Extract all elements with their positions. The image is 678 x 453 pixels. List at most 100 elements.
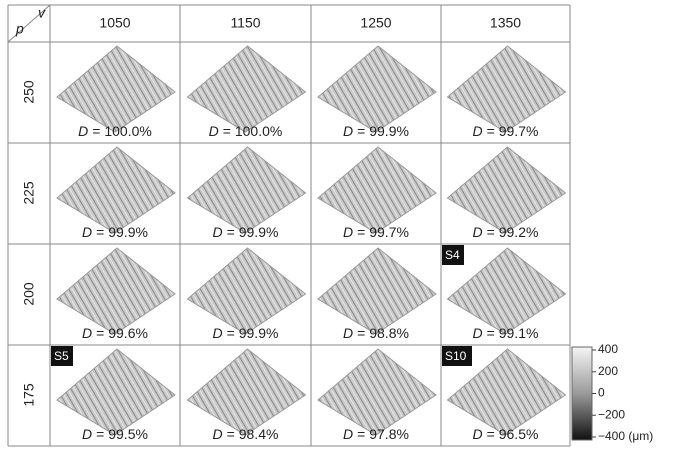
density-label: D= 96.5% [473, 426, 539, 442]
column-header: 1050 [99, 15, 130, 31]
density-symbol: D [343, 123, 353, 139]
column-header: 1250 [360, 15, 391, 31]
density-value: = 100.0% [223, 123, 283, 139]
surface-image [318, 248, 436, 334]
density-label: D= 99.7% [473, 123, 539, 139]
density-label: D= 99.9% [82, 224, 148, 240]
density-label: D= 98.4% [213, 426, 279, 442]
density-value: = 99.9% [227, 325, 279, 341]
row-header: 250 [21, 80, 37, 104]
cell: D= 99.9% [318, 46, 436, 139]
surface-image [188, 147, 306, 233]
density-value: = 98.8% [357, 325, 409, 341]
sample-badge-label: S5 [54, 349, 69, 363]
density-value: = 99.7% [357, 224, 409, 240]
density-label: D= 99.2% [473, 224, 539, 240]
density-value: = 97.8% [357, 426, 409, 442]
cell: D= 98.8% [318, 248, 436, 341]
colorbar-label: 400 [598, 342, 618, 356]
column-header: 1150 [230, 15, 260, 31]
sample-badge-label: S10 [445, 349, 467, 363]
density-value: = 99.6% [96, 325, 148, 341]
density-value: = 98.4% [227, 426, 279, 442]
cell: D= 100.0% [57, 46, 175, 139]
row-header: 200 [21, 282, 37, 306]
surface-image [188, 248, 306, 334]
density-label: D= 97.8% [343, 426, 409, 442]
colorbar-label: −200 [598, 407, 625, 421]
density-symbol: D [82, 224, 92, 240]
surface-image [448, 46, 566, 132]
density-value: = 99.7% [487, 123, 539, 139]
colorbar-label: 0 [598, 386, 605, 400]
density-value: = 100.0% [92, 123, 152, 139]
density-symbol: D [343, 325, 353, 341]
density-label: D= 99.9% [213, 325, 279, 341]
cell: D= 99.2% [448, 147, 566, 240]
density-label: D= 100.0% [209, 123, 283, 139]
density-value: = 96.5% [487, 426, 539, 442]
density-symbol: D [78, 123, 88, 139]
surface-image [57, 147, 175, 233]
surface-image [318, 147, 436, 233]
density-value: = 99.5% [96, 426, 148, 442]
density-label: D= 99.6% [82, 325, 148, 341]
surface-image [57, 46, 175, 132]
density-symbol: D [343, 224, 353, 240]
row-header: 175 [21, 383, 37, 407]
figure: p v 1050115012501350250D= 100.0%D= 100.0… [0, 0, 678, 448]
colorbar-label: −400 (μm) [598, 429, 653, 443]
surface-image [448, 248, 566, 334]
surface-image [57, 349, 175, 435]
cell: D= 99.9% [57, 147, 175, 240]
sample-badge-label: S4 [445, 248, 460, 262]
density-label: D= 100.0% [78, 123, 152, 139]
density-value: = 99.9% [357, 123, 409, 139]
colorbar-label: 200 [598, 364, 618, 378]
density-symbol: D [473, 123, 483, 139]
surface-image [318, 46, 436, 132]
density-symbol: D [213, 426, 223, 442]
density-value: = 99.2% [487, 224, 539, 240]
cell: D= 99.1% S4 [442, 245, 566, 341]
cell: D= 97.8% [318, 349, 436, 442]
density-label: D= 99.1% [473, 325, 539, 341]
density-value: = 99.9% [96, 224, 148, 240]
density-label: D= 99.7% [343, 224, 409, 240]
density-label: D= 98.8% [343, 325, 409, 341]
density-symbol: D [343, 426, 353, 442]
cell: D= 100.0% [188, 46, 306, 139]
cell: D= 99.5% S5 [51, 346, 175, 442]
density-label: D= 99.5% [82, 426, 148, 442]
column-variable: v [38, 5, 46, 21]
cell: D= 99.7% [318, 147, 436, 240]
surface-image [448, 147, 566, 233]
density-symbol: D [473, 325, 483, 341]
density-value: = 99.1% [487, 325, 539, 341]
density-symbol: D [82, 325, 92, 341]
cell: D= 99.6% [57, 248, 175, 341]
density-symbol: D [213, 325, 223, 341]
row-header: 225 [21, 181, 37, 205]
surface-image [318, 349, 436, 435]
cell: D= 99.7% [448, 46, 566, 139]
density-symbol: D [82, 426, 92, 442]
colorbar: 400 200 0 −200 −400 (μm) [572, 342, 653, 443]
cell: D= 99.9% [188, 248, 306, 341]
colorbar-gradient [572, 347, 592, 440]
cell: D= 96.5% S10 [442, 346, 566, 442]
density-label: D= 99.9% [343, 123, 409, 139]
surface-image [57, 248, 175, 334]
surface-image [188, 46, 306, 132]
density-symbol: D [473, 224, 483, 240]
row-variable: p [15, 21, 24, 37]
column-header: 1350 [490, 15, 521, 31]
surface-image [188, 349, 306, 435]
density-value: = 99.9% [227, 224, 279, 240]
density-symbol: D [213, 224, 223, 240]
cell: D= 99.9% [188, 147, 306, 240]
density-symbol: D [209, 123, 219, 139]
density-symbol: D [473, 426, 483, 442]
density-label: D= 99.9% [213, 224, 279, 240]
